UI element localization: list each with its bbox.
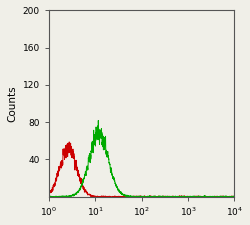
Y-axis label: Counts: Counts [7, 85, 17, 122]
